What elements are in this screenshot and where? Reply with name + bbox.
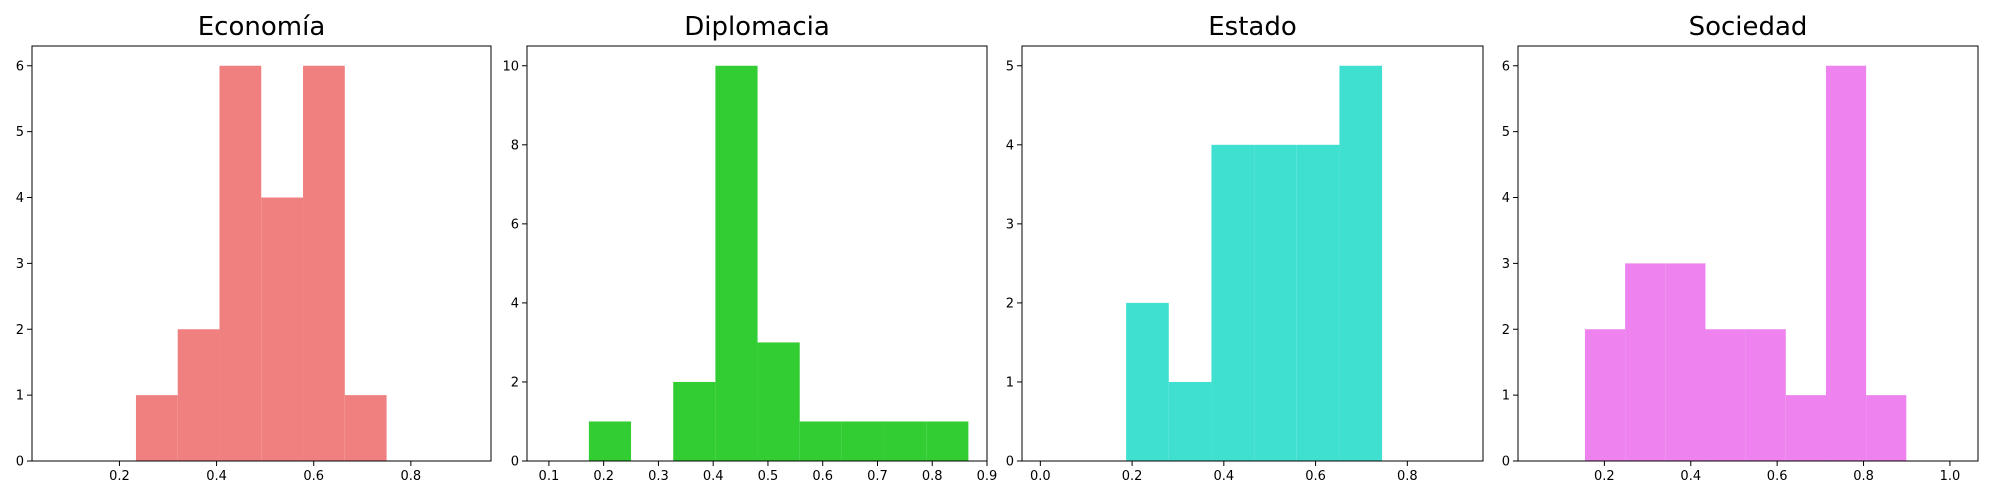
plot-frame [31,45,492,462]
histogram-bar [303,65,345,461]
y-tick-label: 0 [16,455,24,470]
histogram-bar [1625,263,1666,461]
histogram-bar [884,421,927,461]
histogram-bar [799,421,842,461]
y-tick-label: 6 [16,59,24,74]
y-tick-label: 2 [511,375,519,390]
x-tick-label: 0.2 [593,469,614,484]
chart-panel: Economía 0.2 0.4 0.6 0.8 0 1 2 3 4 5 6 [16,12,492,484]
y-tick-label: 8 [511,138,519,153]
x-tick-label: 0.6 [303,469,324,484]
plot-frame [1021,45,1484,462]
x-tick-label: 0.8 [1853,469,1874,484]
chart-panel: Estado 0.0 0.2 0.4 0.6 0.8 0 1 2 3 4 5 [1006,12,1484,484]
x-tick-label: 0.7 [867,469,888,484]
x-tick-label: 0.3 [648,469,669,484]
y-tick-label: 3 [16,257,24,272]
y-tick-label: 2 [1006,296,1014,311]
y-tick-label: 3 [1006,217,1014,232]
y-tick-label: 5 [16,125,24,140]
histogram-bar [1584,329,1626,461]
y-tick-label: 1 [16,389,24,404]
y-tick-label: 0 [1502,455,1510,470]
x-tick-label: 0.5 [758,469,779,484]
histogram-bar [1296,144,1340,462]
x-tick-label: 0.0 [1030,469,1051,484]
histogram-bar [344,395,387,461]
histogram-bar [1665,263,1706,461]
x-tick-label: 0.1 [539,469,560,484]
histogram-bar [715,65,758,461]
y-tick-label: 6 [1502,59,1510,74]
x-tick-label: 0.2 [1122,469,1143,484]
histogram-bar [1254,144,1297,462]
plot-frame [1517,45,1979,462]
y-tick-label: 1 [1502,389,1510,404]
x-tick-label: 0.6 [812,469,833,484]
histogram-bar [1866,395,1907,461]
y-tick-label: 4 [1502,191,1510,206]
y-tick-label: 4 [511,296,519,311]
y-tick-label: 6 [511,217,519,232]
histogram-bar [177,329,220,461]
chart-panel: Diplomacia 0.1 0.2 0.3 0.4 0.5 0.6 0.7 0.8 0.9 0 2 4… [502,12,997,484]
histogram-bar [1339,65,1383,461]
histogram-bar [673,381,716,461]
x-tick-label: 0.8 [1397,469,1418,484]
y-tick-label: 1 [1006,375,1014,390]
x-tick-label: 0.9 [977,469,998,484]
x-tick-label: 0.2 [1594,469,1615,484]
histogram-bar [1705,329,1746,461]
chart-title: Sociedad [1689,12,1808,42]
histogram-bar [926,421,969,461]
y-tick-label: 4 [16,191,24,206]
y-tick-label: 3 [1502,257,1510,272]
y-tick-label: 4 [1006,138,1014,153]
histogram-bar [1211,144,1255,462]
chart-panel: Sociedad 0.2 0.4 0.6 0.8 1.0 0 1 2 3 4 5 6 [1502,12,1979,484]
histogram-bar [135,395,178,461]
plot-frame [526,45,988,462]
x-tick-label: 1.0 [1940,469,1961,484]
histogram-bar [757,342,800,461]
x-tick-label: 0.4 [1213,469,1234,484]
y-tick-label: 2 [1502,323,1510,338]
y-tick-label: 0 [511,455,519,470]
x-tick-label: 0.6 [1767,469,1788,484]
histogram-bar [1745,329,1786,461]
x-tick-label: 0.8 [922,469,943,484]
histogram-bar [1825,65,1867,461]
y-tick-label: 5 [1502,125,1510,140]
histogram-bar [261,197,304,461]
chart-title: Diplomacia [684,12,830,42]
y-tick-label: 10 [502,59,519,74]
histogram-bar [588,421,632,461]
x-tick-label: 0.8 [401,469,422,484]
histogram-bar [219,65,262,461]
y-tick-label: 5 [1006,59,1014,74]
x-tick-label: 0.6 [1305,469,1326,484]
histogram-bar [1785,395,1826,461]
chart-title: Estado [1208,12,1297,42]
x-tick-label: 0.4 [206,469,227,484]
x-tick-label: 0.4 [1680,469,1701,484]
x-tick-label: 0.2 [109,469,130,484]
histogram-bar [1168,381,1212,461]
x-tick-label: 0.4 [703,469,724,484]
histogram-bar [841,421,885,461]
chart-title: Economía [198,12,326,42]
histogram-bar [1126,302,1169,461]
y-tick-label: 2 [16,323,24,338]
y-tick-label: 0 [1006,455,1014,470]
